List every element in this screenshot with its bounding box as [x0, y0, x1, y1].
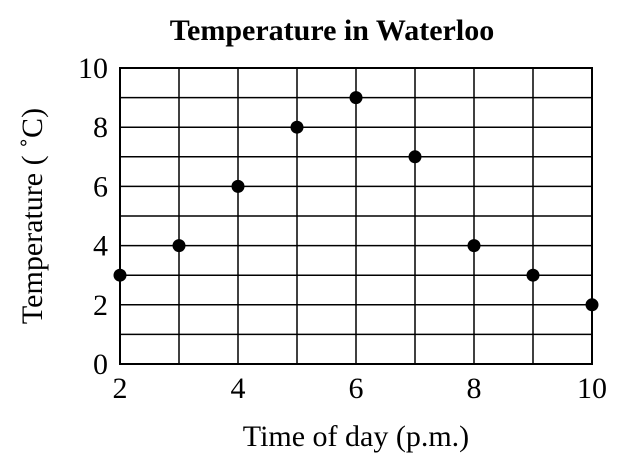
y-tick-label: 2	[93, 289, 108, 322]
x-tick-label: 10	[577, 372, 607, 405]
data-point	[113, 268, 127, 282]
data-point	[585, 298, 599, 312]
plot-frame	[119, 67, 593, 365]
chart-title: Temperature in Waterloo	[170, 14, 494, 47]
y-tick-label: 8	[93, 111, 108, 144]
y-tick-label: 0	[93, 348, 108, 381]
x-tick-label: 6	[349, 372, 364, 405]
x-axis-ticks: 2 4 6 8 10	[113, 372, 608, 405]
x-tick-label: 2	[113, 372, 128, 405]
y-tick-label: 6	[93, 170, 108, 203]
data-point	[467, 239, 481, 253]
data-point	[231, 179, 245, 193]
data-point	[526, 268, 540, 282]
data-points	[113, 91, 599, 312]
data-point	[290, 120, 304, 134]
y-tick-label: 4	[93, 230, 108, 263]
data-point	[172, 239, 186, 253]
y-axis-label: Temperature ( ˚C)	[16, 108, 49, 324]
data-point	[408, 150, 422, 164]
x-tick-label: 8	[467, 372, 482, 405]
y-tick-label: 10	[78, 52, 108, 85]
x-tick-label: 4	[231, 372, 246, 405]
y-axis-ticks: 0 2 4 6 8 10	[78, 52, 108, 381]
x-axis-label: Time of day (p.m.)	[243, 420, 469, 453]
plot-grid	[119, 67, 593, 365]
data-point	[349, 91, 363, 105]
